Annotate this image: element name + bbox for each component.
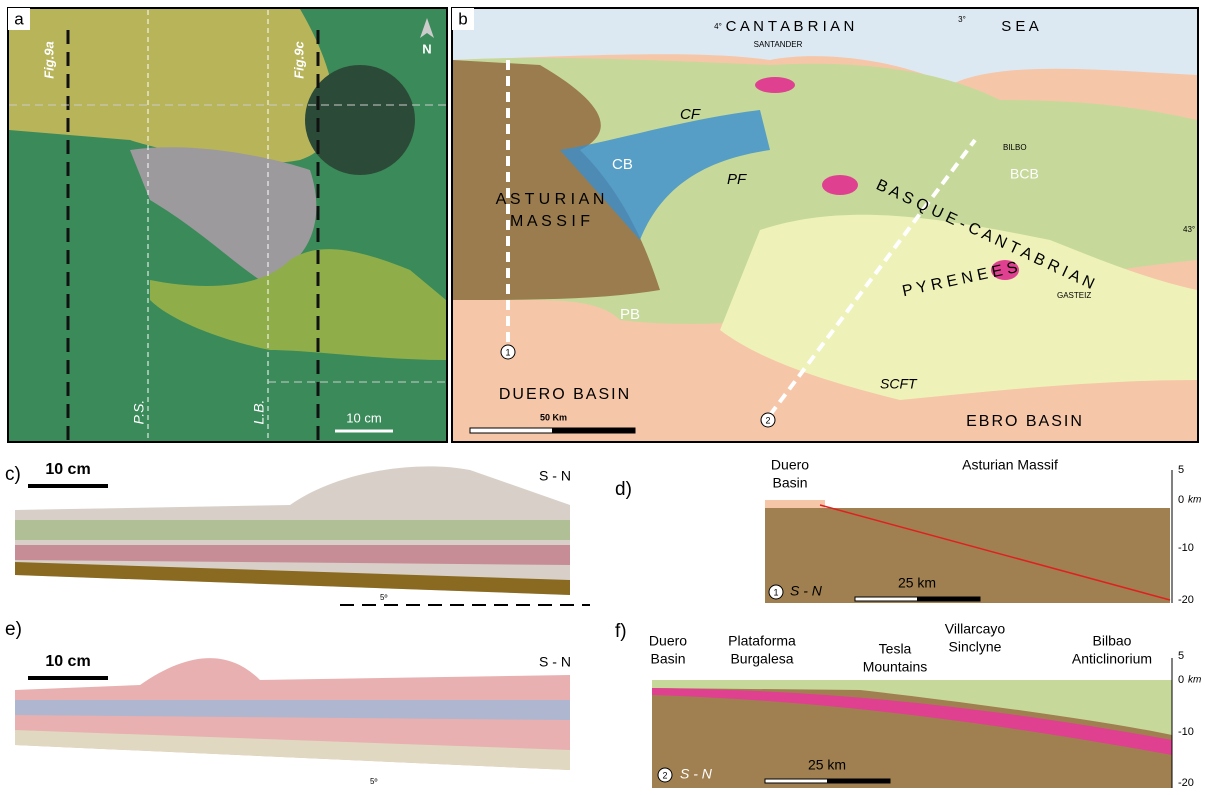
panel-d: d) Duero Basin Asturian Massif 5 0 km -1… [615, 457, 1201, 606]
panel-label: f) [615, 621, 627, 642]
depth-unit: km [1188, 675, 1201, 686]
panel-f: f) Duero Basin Plataforma Burgalesa Tesl… [615, 621, 1201, 789]
diapir [822, 175, 858, 195]
place: A S T U R I A N [496, 191, 605, 208]
orientation: S - N [680, 766, 713, 782]
depth-tick: -20 [1178, 594, 1194, 606]
place: Plataforma [728, 633, 796, 649]
place: EBRO BASIN [966, 413, 1084, 430]
depth-tick: 0 [1178, 674, 1184, 686]
scale-label: 10 cm [346, 410, 381, 425]
city: SANTANDER [754, 40, 803, 49]
longitude: 3° [958, 15, 966, 24]
scale-label: 25 km [898, 575, 936, 591]
dip: 5º [370, 777, 377, 786]
scale-bar [917, 597, 980, 601]
basement [765, 508, 1170, 603]
depth-tick: 5 [1178, 464, 1184, 476]
scale-label: 50 Km [540, 412, 567, 422]
depth-tick: -10 [1178, 726, 1194, 738]
place: S E A [1001, 18, 1039, 35]
panel-label: c) [5, 464, 21, 485]
label: Fig.9c [291, 40, 306, 78]
place: Anticlinorium [1072, 651, 1152, 667]
city: BILBO [1003, 143, 1027, 152]
scale-bar [827, 779, 890, 783]
basin-fill [765, 500, 825, 508]
unit: PB [620, 306, 640, 323]
label: L.B. [251, 400, 267, 425]
place: Duero [771, 457, 809, 473]
depth-tick: 0 [1178, 494, 1184, 506]
section-number: 2 [662, 770, 667, 780]
unit: BCB [1010, 166, 1039, 182]
place: Villarcayo [945, 621, 1006, 637]
structure: PF [727, 171, 747, 188]
place: Burgalesa [730, 651, 793, 667]
scale-bar [552, 428, 635, 433]
place: M A S S I F [510, 213, 590, 230]
section-number: 2 [765, 415, 770, 425]
depth-tick: 5 [1178, 650, 1184, 662]
section-number: 1 [505, 347, 510, 357]
place: Asturian Massif [962, 457, 1058, 473]
orientation: S - N [539, 654, 571, 670]
place: Basin [650, 651, 685, 667]
diapir [755, 77, 795, 93]
place: Basin [772, 475, 807, 491]
depth-tick: -10 [1178, 542, 1194, 554]
scale-label: 10 cm [45, 461, 90, 478]
place: C A N T A B R I A N [726, 18, 855, 35]
orientation: S - N [790, 583, 823, 599]
latitude: 43° [1183, 225, 1195, 234]
label: P.S. [131, 400, 147, 425]
dome [305, 65, 415, 175]
panel-label: b [458, 9, 467, 28]
dip: 5º [380, 593, 387, 602]
depth-tick: -20 [1178, 777, 1194, 789]
panel-c: c) 10 cm S - N 5º [5, 461, 590, 605]
place: Bilbao [1093, 633, 1132, 649]
panel-e: e) 10 cm S - N 5º [5, 619, 571, 786]
panel-label: e) [5, 619, 22, 640]
north: N [422, 41, 431, 56]
panel-b: b C A N T A B R I A N S E A 4° 3° SANTAN… [452, 8, 1198, 442]
place: Sinclyne [949, 639, 1002, 655]
place: Duero [649, 633, 687, 649]
depth-unit: km [1188, 495, 1201, 506]
structure: CF [680, 106, 701, 123]
place: DUERO BASIN [499, 386, 631, 403]
city: GASTEIZ [1057, 291, 1091, 300]
place: Tesla [879, 641, 912, 657]
scale-label: 10 cm [45, 653, 90, 670]
panel-label: d) [615, 479, 632, 500]
section-number: 1 [773, 587, 778, 597]
scale-label: 25 km [808, 757, 846, 773]
layer [15, 520, 570, 540]
structure: SCFT [880, 376, 918, 392]
orientation: S - N [539, 468, 571, 484]
unit: CB [612, 156, 633, 173]
label: Fig.9a [41, 41, 56, 79]
figure: a Fig.9a Fig.9c N P.S. L.B. 10 cm b C A … [0, 0, 1205, 790]
longitude: 4° [714, 22, 722, 31]
panel-a: a Fig.9a Fig.9c N P.S. L.B. 10 cm [8, 8, 447, 442]
place: Mountains [863, 659, 928, 675]
panel-label: a [14, 9, 24, 28]
